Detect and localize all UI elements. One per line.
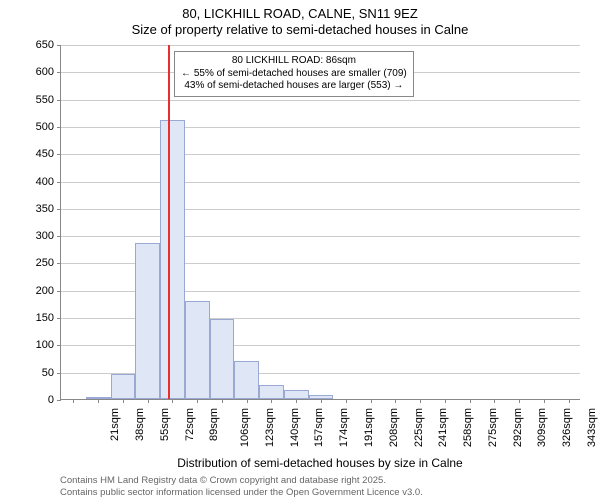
histogram-bar [185,301,210,399]
gridline [61,236,580,237]
y-tick-label: 150 [14,312,54,324]
x-tick-mark [73,399,74,403]
chart-container: 80, LICKHILL ROAD, CALNE, SN11 9EZ Size … [0,0,600,500]
x-tick-label: 258sqm [462,408,474,447]
reference-line [168,45,170,399]
x-tick-label: 72sqm [184,408,196,441]
y-tick-mark [57,127,61,128]
x-tick-mark [494,399,495,403]
x-tick-label: 106sqm [239,408,251,447]
y-tick-mark [57,209,61,210]
attribution-text: Contains HM Land Registry data © Crown c… [60,475,423,498]
y-tick-label: 50 [14,367,54,379]
y-tick-mark [57,263,61,264]
annotation-line: 43% of semi-detached houses are larger (… [181,80,407,93]
x-tick-mark [296,399,297,403]
y-tick-label: 350 [14,203,54,215]
histogram-bar [259,385,284,399]
y-tick-label: 0 [14,394,54,406]
x-tick-label: 123sqm [264,408,276,447]
x-tick-mark [98,399,99,403]
x-tick-label: 191sqm [363,408,375,447]
y-tick-label: 600 [14,66,54,78]
x-tick-mark [346,399,347,403]
x-axis-label: Distribution of semi-detached houses by … [60,456,580,470]
gridline [61,127,580,128]
x-tick-label: 309sqm [536,408,548,447]
annotation-line: ← 55% of semi-detached houses are smalle… [181,68,407,81]
chart-title-sub: Size of property relative to semi-detach… [0,22,600,37]
y-tick-mark [57,400,61,401]
y-tick-mark [57,318,61,319]
y-tick-label: 500 [14,121,54,133]
x-tick-mark [519,399,520,403]
x-tick-mark [271,399,272,403]
x-tick-mark [371,399,372,403]
y-tick-label: 200 [14,285,54,297]
annotation-line: 80 LICKHILL ROAD: 86sqm [181,55,407,68]
attribution-line-1: Contains HM Land Registry data © Crown c… [60,475,423,486]
gridline [61,154,580,155]
y-tick-label: 650 [14,39,54,51]
gridline [61,209,580,210]
x-tick-mark [123,399,124,403]
y-tick-label: 300 [14,230,54,242]
y-tick-label: 550 [14,94,54,106]
y-tick-mark [57,291,61,292]
x-tick-label: 89sqm [208,408,220,441]
y-tick-mark [57,100,61,101]
y-tick-mark [57,72,61,73]
y-tick-label: 100 [14,339,54,351]
x-tick-label: 208sqm [388,408,400,447]
x-tick-mark [420,399,421,403]
x-tick-label: 326sqm [561,408,573,447]
y-tick-mark [57,345,61,346]
histogram-bar [135,243,160,399]
x-tick-mark [470,399,471,403]
annotation-box: 80 LICKHILL ROAD: 86sqm← 55% of semi-det… [174,51,414,97]
x-tick-label: 225sqm [413,408,425,447]
histogram-bar [234,361,259,399]
y-tick-label: 450 [14,148,54,160]
y-tick-label: 250 [14,257,54,269]
plot-area: 80 LICKHILL ROAD: 86sqm← 55% of semi-det… [60,45,580,400]
x-tick-mark [247,399,248,403]
x-tick-mark [148,399,149,403]
y-tick-label: 400 [14,176,54,188]
x-tick-mark [445,399,446,403]
x-tick-label: 140sqm [289,408,301,447]
x-tick-mark [222,399,223,403]
y-tick-mark [57,154,61,155]
x-tick-label: 38sqm [134,408,146,441]
x-tick-mark [321,399,322,403]
histogram-bar [111,374,136,399]
x-tick-mark [172,399,173,403]
x-tick-label: 241sqm [437,408,449,447]
y-tick-mark [57,45,61,46]
x-tick-label: 55sqm [159,408,171,441]
histogram-bar [160,120,185,399]
x-tick-label: 343sqm [586,408,598,447]
x-tick-mark [395,399,396,403]
y-tick-mark [57,373,61,374]
y-tick-mark [57,182,61,183]
gridline [61,45,580,46]
x-tick-label: 157sqm [314,408,326,447]
gridline [61,182,580,183]
x-tick-mark [197,399,198,403]
x-tick-mark [569,399,570,403]
gridline [61,100,580,101]
x-tick-label: 292sqm [512,408,524,447]
x-tick-label: 174sqm [338,408,350,447]
histogram-bar [210,319,235,399]
y-tick-mark [57,236,61,237]
chart-title-main: 80, LICKHILL ROAD, CALNE, SN11 9EZ [0,6,600,21]
attribution-line-2: Contains public sector information licen… [60,487,423,498]
x-tick-label: 21sqm [109,408,121,441]
x-tick-mark [544,399,545,403]
x-tick-label: 275sqm [487,408,499,447]
histogram-bar [284,390,309,399]
